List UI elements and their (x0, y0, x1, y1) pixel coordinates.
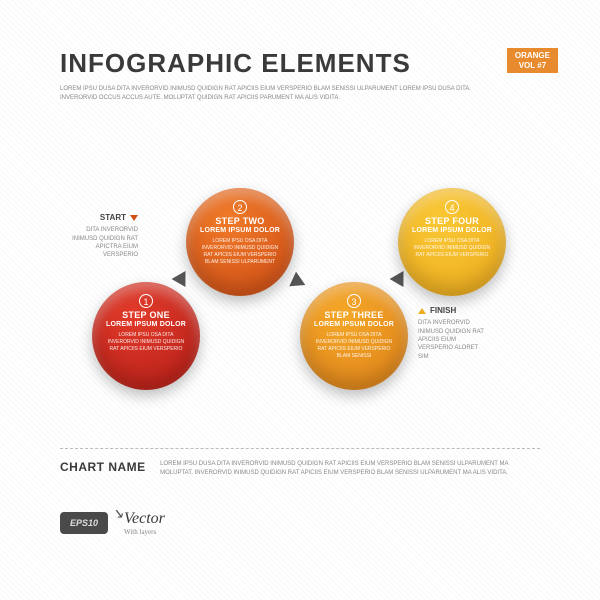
chart-text: LOREM IPSU DUSA DITA INVERORVID INIMUSD … (160, 460, 530, 478)
volume-badge: ORANGE VOL #7 (507, 48, 558, 73)
finish-body: DITA INVERORVID INIMUSD QUIDIGN RAT APIC… (418, 319, 488, 361)
step-title: STEP TWO (194, 216, 286, 226)
step-number: 1 (139, 294, 153, 308)
finish-heading: FINISH (418, 305, 488, 316)
start-body: DITA INVERORVID INIMUSD QUIDIGN RAT APIC… (68, 226, 138, 260)
step-circle-4: 4 STEP FOUR LOREM IPSUM DOLOR LOREM IPSU… (398, 188, 506, 296)
step-circle-1: 1 STEP ONE LOREM IPSUM DOLOR LOREM IPSU … (92, 282, 200, 390)
step-title: STEP ONE (100, 310, 192, 320)
header-subtitle: LOREM IPSU DUSA DITA INVERORVID INIMUSD … (60, 85, 480, 103)
step-subtitle: LOREM IPSUM DOLOR (194, 227, 286, 234)
step-body: LOREM IPSU OSA DITA INVERORVID INIMUSD Q… (406, 238, 498, 259)
step-circle-2: 2 STEP TWO LOREM IPSUM DOLOR LOREM IPSU … (186, 188, 294, 296)
step-number: 4 (445, 200, 459, 214)
step-body: LOREM IPSU OSA DITA INVERORVID INIMUSD Q… (100, 332, 192, 353)
header: INFOGRAPHIC ELEMENTS LOREM IPSU DUSA DIT… (60, 48, 540, 103)
eps-badge: EPS10 (60, 512, 108, 534)
diagram-stage: START DITA INVERORVID INIMUSD QUIDIGN RA… (0, 170, 600, 420)
start-label: START DITA INVERORVID INIMUSD QUIDIGN RA… (68, 212, 138, 260)
finish-label: FINISH DITA INVERORVID INIMUSD QUIDIGN R… (418, 305, 488, 361)
badge-line1: ORANGE (515, 51, 550, 61)
footer-badges: EPS10 ↘ Vector With layers (60, 510, 165, 536)
step-number: 3 (347, 294, 361, 308)
chart-name-section: CHART NAME LOREM IPSU DUSA DITA INVERORV… (60, 460, 540, 478)
step-number: 2 (233, 200, 247, 214)
arrow-icon (172, 267, 193, 287)
chart-label: CHART NAME (60, 460, 146, 474)
step-circle-3: 3 STEP THREE LOREM IPSUM DOLOR LOREM IPS… (300, 282, 408, 390)
step-subtitle: LOREM IPSUM DOLOR (406, 227, 498, 234)
step-subtitle: LOREM IPSUM DOLOR (308, 321, 400, 328)
step-title: STEP FOUR (406, 216, 498, 226)
start-marker-icon (130, 215, 138, 221)
finish-marker-icon (418, 308, 426, 314)
step-title: STEP THREE (308, 310, 400, 320)
page-title: INFOGRAPHIC ELEMENTS (60, 48, 540, 79)
badge-line2: VOL #7 (515, 61, 550, 71)
step-body: LOREM IPSU OSA DITA INVERORVID INIMUSD Q… (308, 332, 400, 360)
step-subtitle: LOREM IPSUM DOLOR (100, 321, 192, 328)
vector-badge: ↘ Vector With layers (124, 510, 165, 536)
arrow-icon (289, 272, 308, 292)
divider (60, 448, 540, 449)
start-heading: START (68, 212, 138, 223)
step-body: LOREM IPSU OSA DITA INVERORVID INIMUSD Q… (194, 238, 286, 266)
vector-arrow-icon: ↘ (112, 506, 124, 523)
